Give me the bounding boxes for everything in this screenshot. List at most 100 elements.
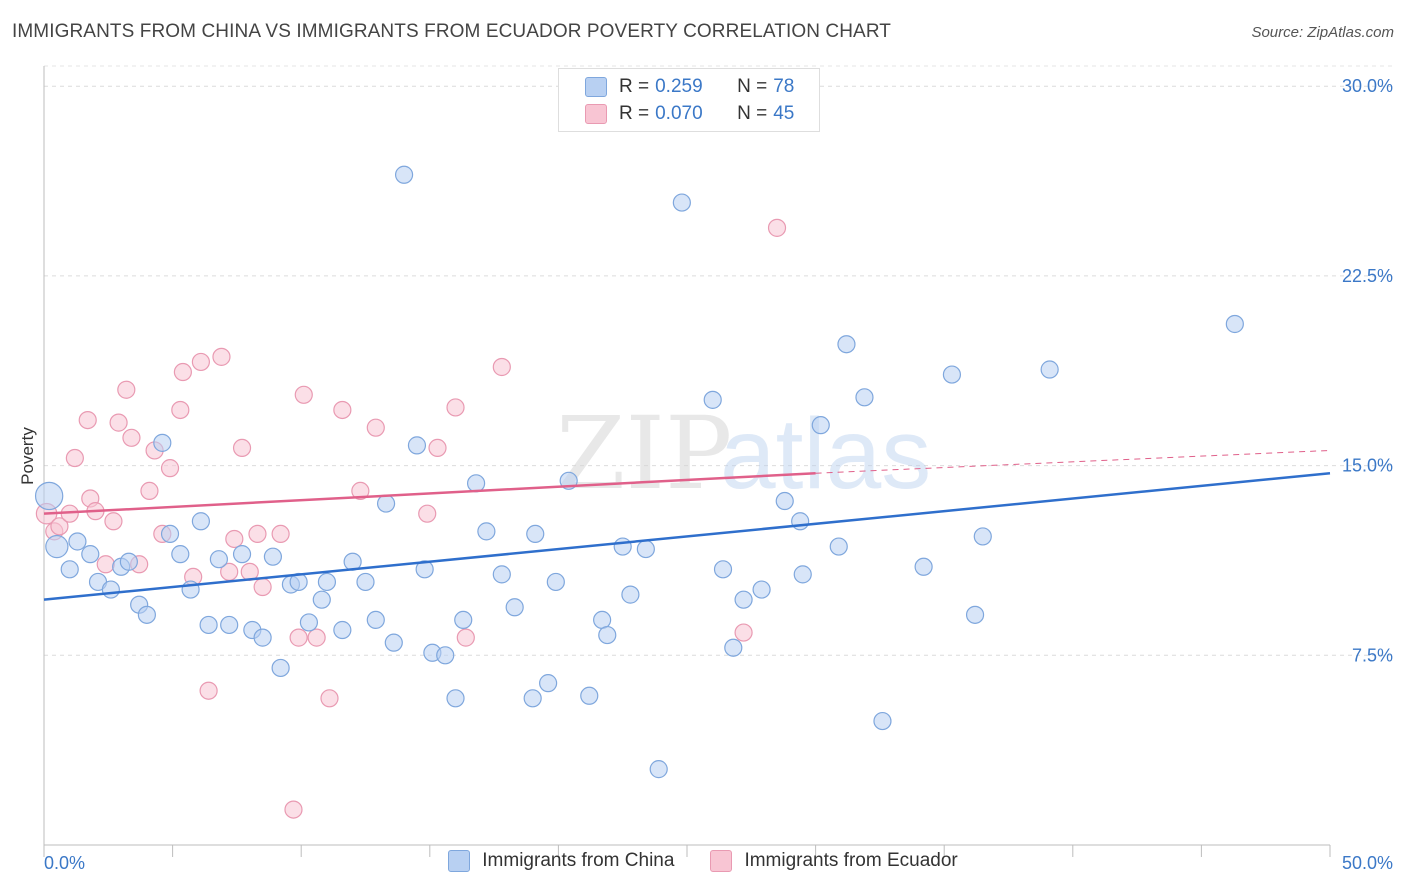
- ecuador-point-36: [333, 400, 352, 420]
- china-point-72: [914, 557, 933, 576]
- china-point-26: [299, 613, 319, 632]
- china-point-8: [119, 552, 138, 571]
- ecuador-point-32: [289, 628, 308, 647]
- china-point-55: [621, 585, 640, 604]
- china-point-62: [734, 590, 753, 609]
- china-point-43: [477, 522, 496, 541]
- legend-row-ecuador: R = 0.070 N = 45: [585, 101, 794, 127]
- legend-swatch-china: [585, 77, 607, 97]
- china-point-18: [220, 615, 239, 635]
- china-point-17: [209, 550, 228, 569]
- ecuador-point-39: [418, 504, 437, 523]
- china-point-59: [703, 390, 722, 409]
- china-point-65: [791, 512, 810, 531]
- china-point-19: [232, 545, 252, 564]
- legend-n-value-ecuador: 45: [773, 103, 795, 124]
- china-point-27: [312, 590, 331, 609]
- china-point-58: [672, 193, 691, 212]
- ecuador-point-34: [307, 628, 326, 647]
- ecuador-point-44: [734, 623, 753, 642]
- x-tick-label-max: 50.0%: [1342, 853, 1393, 873]
- china-point-46: [523, 689, 542, 708]
- china-point-15: [191, 512, 210, 531]
- china-point-73: [942, 365, 962, 384]
- y-tick-label-0: 7.5%: [1352, 645, 1393, 665]
- china-point-29: [333, 620, 352, 640]
- ecuador-point-29: [253, 577, 272, 597]
- ecuador-point-17: [160, 459, 180, 478]
- series-legend: Immigrants from China Immigrants from Ec…: [0, 850, 1406, 872]
- y-tick-label-2: 22.5%: [1342, 266, 1393, 286]
- china-point-36: [407, 436, 427, 455]
- china-point-70: [855, 388, 874, 407]
- ecuador-point-11: [117, 380, 136, 399]
- legend-row-china: R = 0.259 N = 78: [585, 74, 794, 100]
- china-point-66: [793, 565, 812, 584]
- source-label: Source: ZipAtlas.com: [1251, 24, 1394, 41]
- ecuador-point-38: [366, 418, 385, 437]
- legend-r-value-china: 0.259: [655, 76, 703, 97]
- china-point-39: [436, 646, 455, 665]
- china-point-37: [415, 560, 434, 579]
- y-axis-label: Poverty: [18, 427, 37, 485]
- watermark-zip: ZIP: [556, 395, 732, 512]
- ecuador-point-45: [767, 218, 787, 237]
- legend-item-china[interactable]: Immigrants from China: [448, 850, 674, 872]
- axes: [43, 66, 1331, 857]
- china-point-34: [384, 633, 403, 652]
- y-tick-labels: 7.5% 15.0% 22.5% 30.0%: [1342, 76, 1393, 665]
- ecuador-point-23: [212, 347, 231, 366]
- legend-n-label: N =: [737, 103, 768, 124]
- china-point-1: [45, 534, 69, 559]
- ecuador-point-22: [199, 681, 218, 700]
- ecuador-point-2: [50, 517, 69, 536]
- ecuador-point-19: [173, 362, 192, 382]
- china-point-47: [526, 524, 545, 544]
- trend-lines: [43, 449, 1331, 601]
- ecuador-point-8: [96, 555, 115, 574]
- china-point-22: [263, 547, 283, 566]
- legend-r-label: R =: [619, 76, 650, 97]
- ecuador-point-33: [294, 385, 313, 404]
- china-point-53: [598, 625, 617, 645]
- china-point-33: [376, 494, 396, 513]
- ecuador-point-30: [271, 524, 290, 544]
- china-point-64: [775, 491, 794, 511]
- ecuador-trend-extension: [815, 449, 1331, 474]
- china-point-35: [394, 165, 414, 184]
- china-point-28: [317, 572, 337, 592]
- ecuador-point-5: [78, 410, 97, 430]
- ecuador-point-37: [351, 481, 370, 501]
- china-point-23: [271, 658, 290, 678]
- ecuador-point-40: [428, 438, 447, 458]
- china-point-45: [505, 598, 524, 617]
- ecuador-point-18: [171, 400, 190, 420]
- ecuador-point-31: [284, 800, 303, 819]
- legend-n-label: N =: [737, 76, 768, 97]
- legend-item-ecuador[interactable]: Immigrants from Ecuador: [710, 850, 958, 872]
- china-point-54: [613, 537, 632, 556]
- ecuador-point-9: [104, 512, 123, 531]
- china-point-74: [965, 605, 985, 624]
- china-point-31: [356, 572, 375, 592]
- legend-label-china: Immigrants from China: [482, 850, 675, 871]
- legend-n-value-china: 78: [773, 76, 795, 97]
- ecuador-point-26: [232, 438, 252, 458]
- x-tick-label-min: 0.0%: [44, 853, 85, 873]
- ecuador-trend-line: [43, 471, 816, 515]
- china-points: [34, 165, 1244, 779]
- legend-r-label: R =: [619, 103, 650, 124]
- watermark-atlas: atlas: [720, 398, 931, 510]
- ecuador-point-28: [248, 524, 267, 544]
- ecuador-point-42: [456, 628, 475, 647]
- china-point-0: [34, 481, 64, 511]
- legend-label-ecuador: Immigrants from Ecuador: [744, 850, 958, 871]
- ecuador-point-14: [140, 481, 159, 501]
- china-point-13: [171, 545, 190, 564]
- china-point-51: [580, 686, 599, 705]
- china-point-12: [160, 524, 180, 544]
- china-point-2: [60, 560, 79, 579]
- chart-title: IMMIGRANTS FROM CHINA VS IMMIGRANTS FROM…: [12, 21, 892, 42]
- china-point-68: [829, 537, 848, 556]
- ecuador-point-35: [320, 689, 339, 708]
